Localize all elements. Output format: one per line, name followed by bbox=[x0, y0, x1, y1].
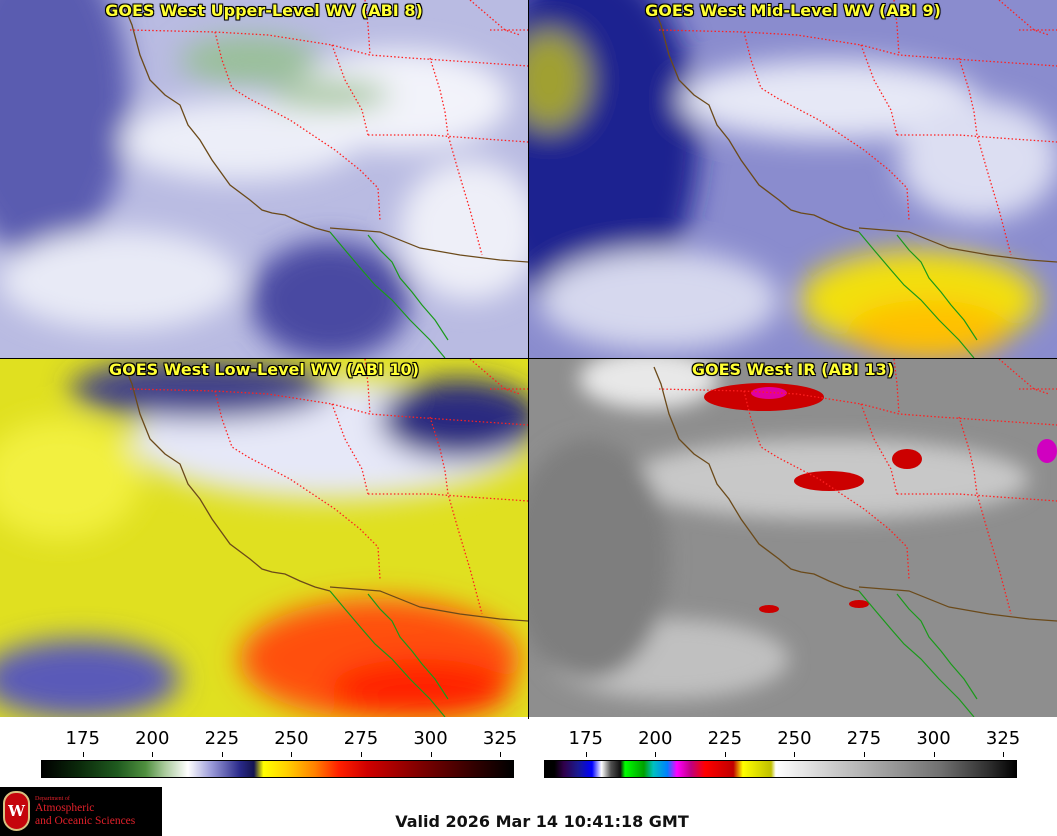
valid-time: Valid 2026 Mar 14 10:41:18 GMT bbox=[395, 812, 689, 831]
logo-dept-text: Department of bbox=[35, 796, 70, 802]
map-boundary bbox=[124, 7, 331, 233]
map-boundary bbox=[469, 0, 521, 36]
map-boundary bbox=[958, 416, 1012, 615]
map-boundary bbox=[858, 227, 1057, 263]
colorbar-tick-mark bbox=[221, 752, 223, 757]
ir-colorbar-ticks: 175 200 225 250 275 300 325 bbox=[544, 728, 1021, 757]
map-boundary bbox=[958, 57, 1012, 256]
colorbar-tick-mark bbox=[430, 752, 432, 757]
panel-title: GOES West Low-Level WV (ABI 10) bbox=[108, 360, 419, 379]
colorbar-tick-mark bbox=[500, 752, 502, 757]
colorbar-tick-mark bbox=[82, 752, 84, 757]
colorbar-tick-mark bbox=[1003, 752, 1005, 757]
map-boundary bbox=[893, 0, 900, 56]
map-boundary bbox=[858, 590, 975, 717]
map-boundary bbox=[368, 134, 528, 143]
map-boundary bbox=[329, 231, 446, 358]
wv-colorbar-ticks: 175 200 225 250 275 300 325 bbox=[41, 728, 518, 757]
map-boundary bbox=[860, 44, 898, 136]
aos-logo: W Department of Atmospheric and Oceanic … bbox=[0, 787, 162, 836]
map-boundary bbox=[329, 227, 528, 263]
map-boundary bbox=[429, 57, 483, 256]
map-boundary bbox=[329, 586, 528, 622]
mid-level-wv-image bbox=[529, 0, 1057, 358]
map-boundary bbox=[860, 403, 898, 495]
map-boundary bbox=[367, 234, 449, 341]
map-boundary bbox=[858, 586, 1057, 622]
map-boundary bbox=[368, 493, 528, 502]
map-boundary bbox=[367, 593, 449, 700]
colorbar-tick-label: 200 bbox=[638, 728, 673, 749]
map-boundary bbox=[124, 366, 331, 592]
colorbar-tick-mark bbox=[655, 752, 657, 757]
map-boundary bbox=[653, 7, 860, 233]
map-boundary bbox=[653, 366, 860, 592]
low-level-wv-panel: GOES West Low-Level WV (ABI 10) bbox=[0, 359, 528, 717]
map-boundary bbox=[129, 29, 528, 67]
panel-divider-vertical bbox=[528, 0, 529, 719]
colorbar-tick-label: 200 bbox=[135, 728, 170, 749]
map-boundary bbox=[331, 44, 369, 136]
map-boundary bbox=[998, 359, 1050, 395]
map-boundary bbox=[858, 231, 975, 358]
map-boundary bbox=[469, 359, 521, 395]
map-boundary bbox=[896, 593, 978, 700]
map-boundary bbox=[129, 388, 528, 426]
map-boundary bbox=[658, 388, 1057, 426]
uw-seal-icon: W bbox=[3, 791, 30, 831]
colorbar-tick-mark bbox=[724, 752, 726, 757]
low-level-wv-image bbox=[0, 359, 528, 717]
ir-colorbar bbox=[544, 760, 1017, 778]
map-boundary bbox=[329, 590, 446, 717]
map-boundary bbox=[658, 29, 1057, 67]
map-boundary bbox=[893, 359, 900, 415]
map-boundary bbox=[429, 416, 483, 615]
colorbar-tick-mark bbox=[152, 752, 154, 757]
panel-title: GOES West Mid-Level WV (ABI 9) bbox=[645, 1, 941, 20]
logo-line-1: Atmospheric bbox=[35, 802, 95, 814]
colorbar-tick-label: 325 bbox=[985, 728, 1021, 749]
map-boundary bbox=[897, 134, 1057, 143]
ir-image bbox=[529, 359, 1057, 717]
colorbar-tick-label: 300 bbox=[916, 728, 951, 749]
colorbar-tick-label: 325 bbox=[482, 728, 518, 749]
upper-level-wv-panel: GOES West Upper-Level WV (ABI 8) bbox=[0, 0, 528, 358]
panel-title: GOES West IR (ABI 13) bbox=[691, 360, 895, 379]
map-boundary bbox=[364, 359, 371, 415]
colorbar-tick-mark bbox=[585, 752, 587, 757]
panel-title: GOES West Upper-Level WV (ABI 8) bbox=[105, 1, 423, 20]
wv-colorbar bbox=[41, 760, 514, 778]
colorbar-tick-label: 225 bbox=[707, 728, 743, 749]
colorbar-tick-label: 250 bbox=[274, 728, 309, 749]
colorbar-tick-mark bbox=[291, 752, 293, 757]
upper-level-wv-image bbox=[0, 0, 528, 358]
map-boundary bbox=[897, 493, 1057, 502]
map-boundary bbox=[364, 0, 371, 56]
colorbar-tick-label: 225 bbox=[204, 728, 240, 749]
colorbar-tick-mark bbox=[933, 752, 935, 757]
colorbar-tick-mark bbox=[360, 752, 362, 757]
colorbar-tick-label: 275 bbox=[846, 728, 882, 749]
colorbar-tick-mark bbox=[863, 752, 865, 757]
colorbar-tick-label: 275 bbox=[343, 728, 379, 749]
map-boundary bbox=[896, 234, 978, 341]
colorbar-tick-mark bbox=[794, 752, 796, 757]
map-boundary bbox=[998, 0, 1050, 36]
colorbar-tick-label: 300 bbox=[413, 728, 448, 749]
map-boundary bbox=[331, 403, 369, 495]
colorbar-tick-label: 175 bbox=[568, 728, 603, 749]
colorbar-tick-label: 250 bbox=[777, 728, 812, 749]
mid-level-wv-panel: GOES West Mid-Level WV (ABI 9) bbox=[529, 0, 1057, 358]
ir-panel: GOES West IR (ABI 13) bbox=[529, 359, 1057, 717]
colorbar-tick-label: 175 bbox=[65, 728, 100, 749]
logo-line-2: and Oceanic Sciences bbox=[35, 815, 136, 827]
